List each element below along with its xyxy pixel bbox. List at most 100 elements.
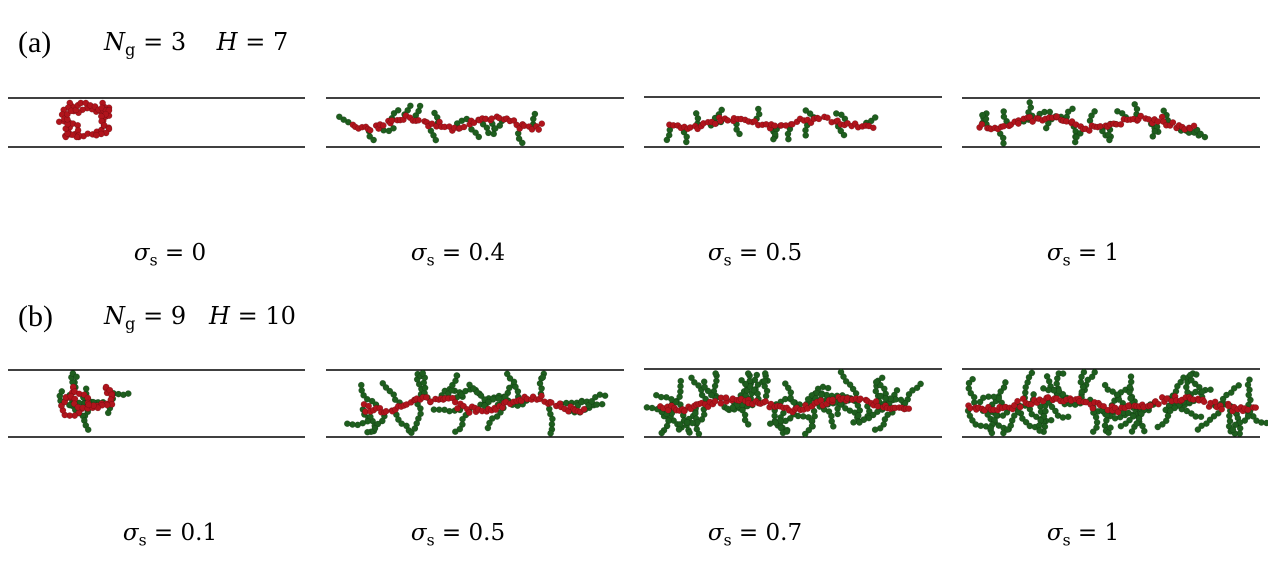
- graft-bead: [663, 136, 671, 144]
- graft-bead: [881, 385, 888, 393]
- graft-bead: [1197, 413, 1205, 421]
- graft-bead: [738, 376, 745, 384]
- backbone-bead: [978, 121, 986, 128]
- graft-bead: [1133, 420, 1140, 427]
- backbone-bead: [93, 131, 100, 139]
- graft-bead: [802, 107, 810, 114]
- graft-bead: [374, 420, 382, 428]
- graft-bead: [653, 391, 660, 399]
- graft-bead: [1114, 108, 1121, 115]
- graft-bead: [840, 131, 848, 139]
- ng-value: 9: [170, 302, 187, 330]
- panel-b-sigma-label-3: σs = 0.7: [707, 520, 803, 550]
- graft-bead: [1007, 422, 1015, 429]
- graft-bead: [884, 411, 892, 419]
- backbone-bead: [1225, 402, 1232, 410]
- h-value: 7: [272, 28, 289, 56]
- graft-bead: [1000, 108, 1008, 115]
- panel-b-h-param: H = 10: [209, 302, 296, 330]
- graft-bead: [370, 136, 377, 144]
- graft-bead: [860, 416, 868, 424]
- graft-bead: [343, 420, 351, 428]
- backbone-bead: [1252, 404, 1259, 411]
- graft-bead: [505, 384, 513, 392]
- backbone-bead: [1089, 404, 1097, 412]
- graft-bead: [1194, 426, 1202, 433]
- graft-bead: [744, 421, 752, 428]
- graft-bead: [357, 381, 365, 389]
- graft-bead: [871, 426, 879, 434]
- graft-bead: [692, 110, 700, 117]
- graft-bead: [869, 411, 877, 419]
- backbone-bead: [829, 396, 836, 404]
- graft-bead: [431, 109, 438, 117]
- graft-bead: [1077, 130, 1084, 137]
- backbone-bead: [824, 114, 831, 121]
- graft-bead: [1047, 416, 1055, 424]
- graft-bead: [755, 105, 762, 113]
- graft-bead: [515, 135, 523, 142]
- backbone-bead: [366, 127, 374, 134]
- graft-bead: [382, 384, 390, 391]
- graft-bead: [419, 369, 427, 377]
- graft-bead: [695, 430, 703, 438]
- graft-bead: [982, 115, 990, 123]
- graft-bead: [82, 385, 90, 393]
- backbone-bead: [711, 120, 719, 128]
- graft-bead: [643, 404, 651, 411]
- graft-bead: [1084, 376, 1092, 384]
- backbone-bead: [905, 405, 913, 413]
- graft-bead: [364, 428, 371, 436]
- panel-b-sigma-label-4: σs = 1: [1046, 520, 1120, 550]
- graft-bead: [408, 429, 415, 437]
- graft-bead: [663, 422, 671, 430]
- graft-bead: [1046, 108, 1054, 116]
- backbone-bead: [423, 393, 430, 401]
- graft-bead: [1080, 368, 1088, 376]
- graft-bead: [917, 380, 924, 388]
- graft-bead: [1106, 136, 1113, 144]
- graft-bead: [1198, 422, 1205, 430]
- graft-bead: [1263, 419, 1268, 427]
- graft-bead: [980, 394, 987, 402]
- graft-bead: [1064, 108, 1072, 116]
- graft-bead: [824, 384, 832, 392]
- graft-bead: [340, 116, 348, 123]
- graft-bead: [893, 386, 901, 394]
- backbone-bead: [1169, 119, 1177, 126]
- graft-bead: [1064, 413, 1072, 421]
- graft-bead: [1198, 388, 1206, 395]
- backbone-bead: [717, 400, 725, 407]
- graft-bead: [503, 370, 511, 378]
- graft-bead: [453, 372, 461, 379]
- graft-bead: [1187, 371, 1194, 379]
- graft-bead: [677, 377, 685, 385]
- graft-bead: [1154, 423, 1162, 431]
- graft-bead: [411, 425, 419, 432]
- backbone-bead: [1053, 113, 1061, 120]
- backbone-bead: [382, 407, 390, 415]
- backbone-bead: [722, 394, 730, 401]
- graft-bead: [849, 385, 857, 393]
- backbone-bead: [580, 405, 588, 413]
- graft-bead: [688, 374, 695, 382]
- backbone-bead: [1014, 397, 1021, 405]
- ng-value: 3: [170, 28, 187, 56]
- graft-bead: [1091, 368, 1098, 376]
- graft-bead: [1188, 410, 1195, 417]
- graft-bead: [830, 423, 837, 430]
- backbone-bead: [548, 399, 555, 406]
- backbone-bead: [815, 115, 823, 123]
- backbone-bead: [535, 126, 543, 133]
- graft-bead: [472, 129, 479, 136]
- panel-b-label: (b): [18, 300, 53, 333]
- graft-bead: [1171, 404, 1178, 412]
- backbone-bead: [857, 395, 864, 403]
- graft-bead: [965, 379, 973, 387]
- backbone-bead: [415, 117, 422, 124]
- graft-bead: [1048, 403, 1056, 411]
- backbone-bead: [681, 407, 688, 415]
- graft-bead: [872, 378, 880, 386]
- graft-bead: [658, 429, 666, 437]
- graft-bead: [1113, 391, 1121, 399]
